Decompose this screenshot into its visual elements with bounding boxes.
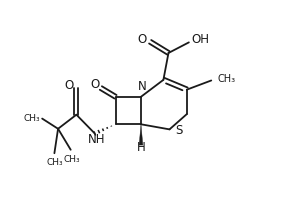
Text: NH: NH (87, 133, 105, 146)
Text: O: O (91, 78, 100, 91)
Polygon shape (139, 124, 143, 145)
Text: O: O (137, 33, 147, 46)
Text: S: S (176, 124, 183, 137)
Text: CH₃: CH₃ (63, 155, 80, 164)
Text: O: O (64, 79, 73, 92)
Text: CH₃: CH₃ (47, 158, 63, 167)
Text: CH₃: CH₃ (217, 75, 235, 84)
Text: H: H (137, 141, 146, 154)
Text: CH₃: CH₃ (23, 114, 40, 123)
Text: OH: OH (191, 33, 209, 46)
Text: N: N (138, 80, 146, 94)
